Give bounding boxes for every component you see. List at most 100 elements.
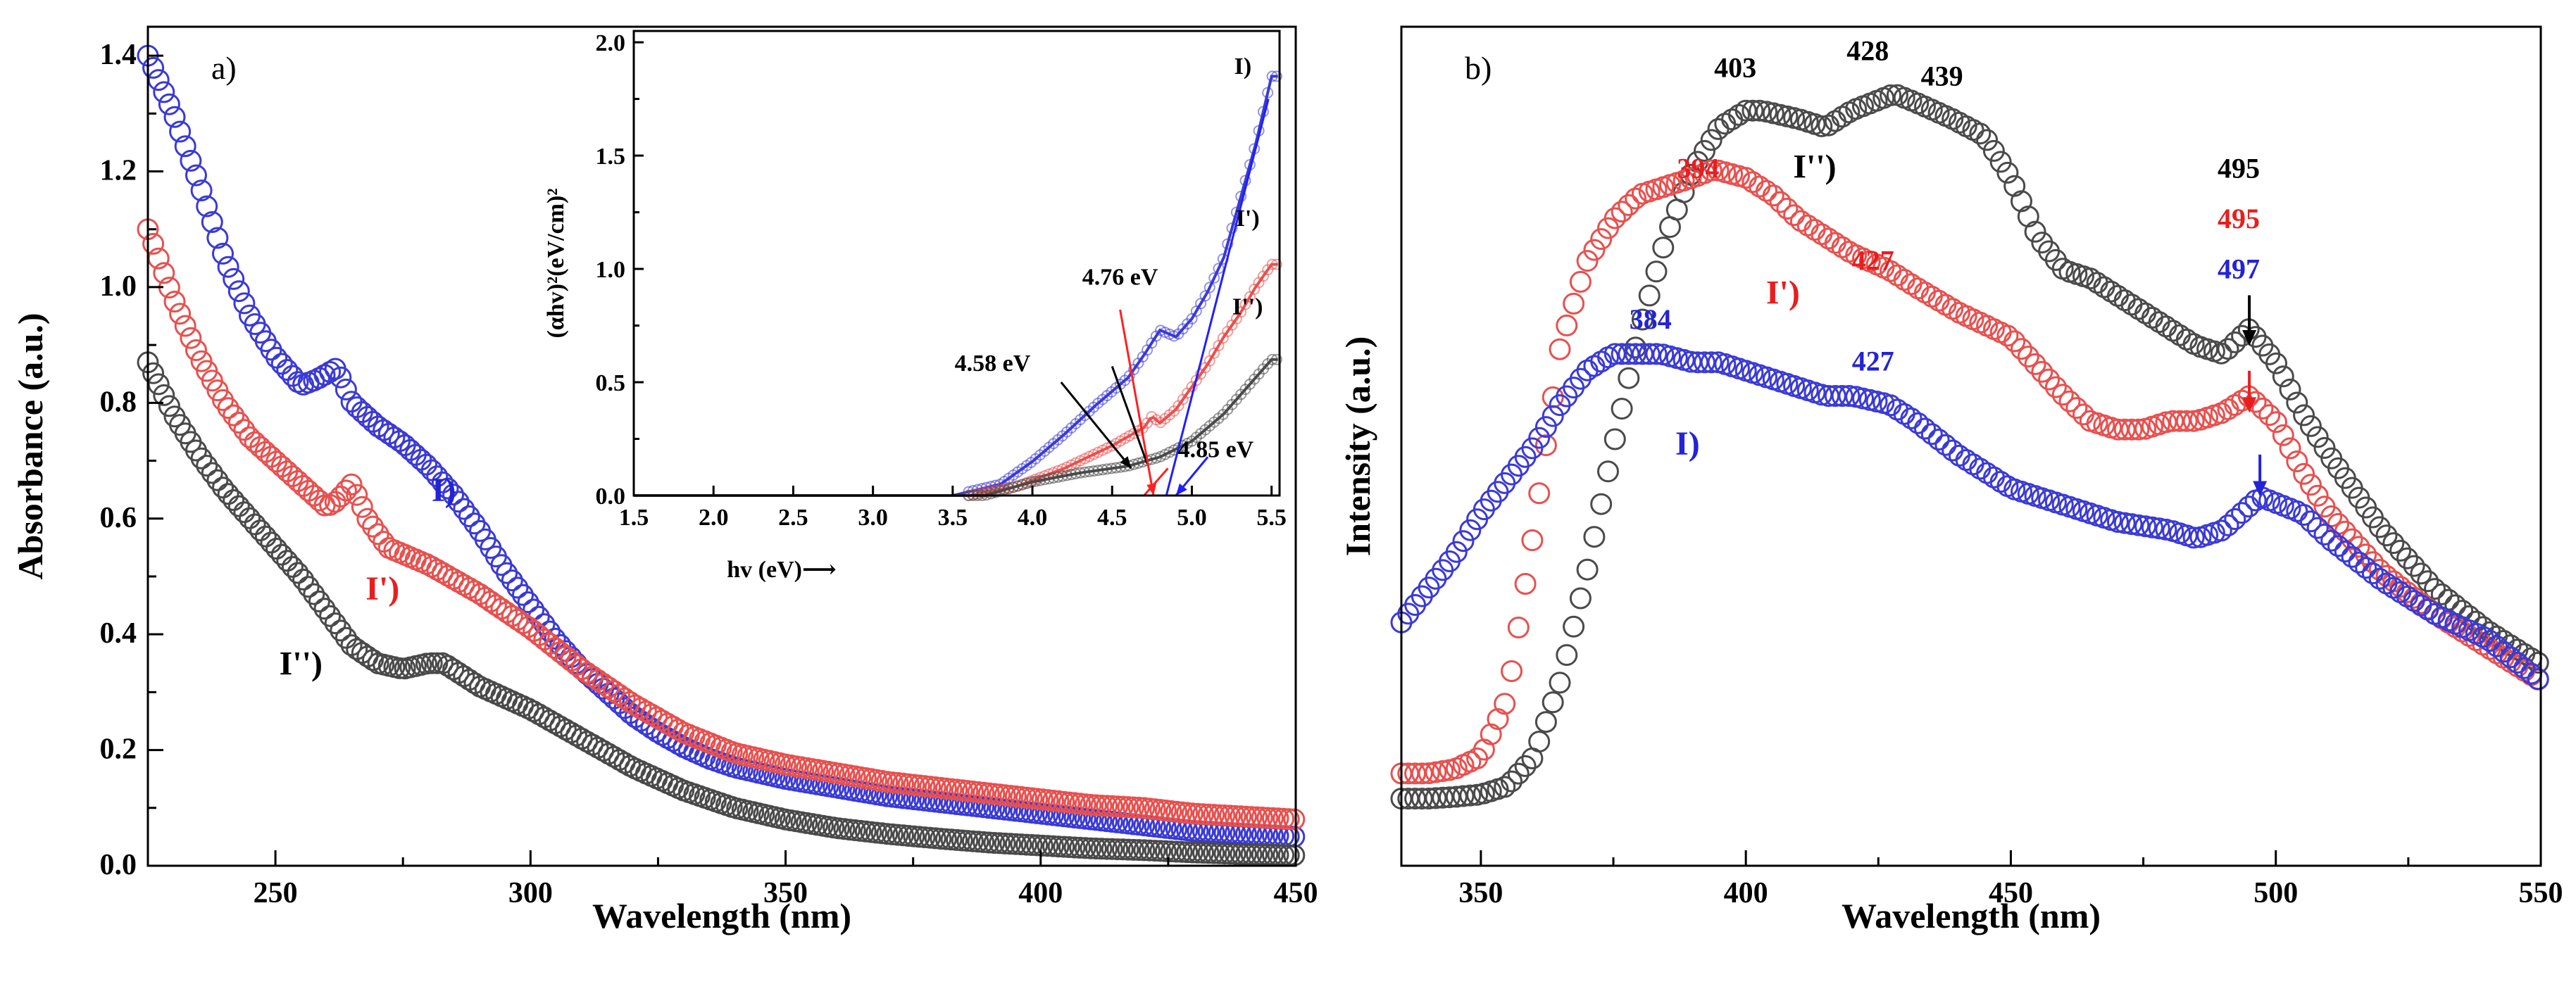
panel-a-series-1-point-66 — [490, 598, 513, 620]
inset-series-1-point-69 — [1270, 258, 1282, 270]
panel-b-series-2-point-65 — [1838, 385, 1861, 407]
panel-b-series-2-point-135 — [2320, 529, 2343, 552]
panel-b-series-2-point-77 — [1920, 423, 1943, 446]
inset-x-axis-title: hv (eV)⟶ — [727, 557, 836, 583]
panel-b-series-2-point-120 — [2217, 514, 2239, 536]
panel-a-series-2-point-194 — [1176, 841, 1199, 864]
panel-a-series-0-point-67 — [496, 562, 518, 584]
panel-a-series-2-point-1 — [142, 362, 165, 384]
panel-a-series-1-point-37 — [334, 479, 357, 502]
panel-a-y-tick-label-2: 0.4 — [100, 617, 137, 650]
panel-a-series-0-point-4 — [158, 93, 180, 115]
panel-a-curve-label-0: I) — [432, 472, 456, 509]
inset-y-tick-label-4: 2.0 — [596, 30, 626, 56]
panel-a-series-2-point-206 — [1240, 843, 1263, 866]
panel-a-series-1-point-9 — [185, 339, 207, 361]
panel-b-series-1-point-4 — [1418, 762, 1440, 785]
inset-plot-frame — [632, 30, 1281, 497]
inset-x-tick-label-8: 5.5 — [1256, 505, 1287, 531]
panel-b-series-0-point-84 — [1969, 122, 1992, 145]
panel-a-series-2-point-165 — [1020, 834, 1043, 856]
panel-a-plot-frame — [146, 25, 1297, 867]
panel-a-series-0-point-8 — [180, 149, 202, 172]
panel-b-series-0-point-28 — [1583, 526, 1606, 548]
panel-a-series-2-point-59 — [453, 665, 475, 688]
inset-annotation-2: 4.85 eV — [1178, 436, 1254, 462]
panel-a-series-2-point-16 — [223, 489, 245, 511]
panel-b-series-1-point-125 — [2251, 397, 2274, 420]
panel-b-series-2-point-76 — [1914, 417, 1936, 440]
panel-a-series-1-point-182 — [1111, 795, 1134, 818]
panel-a-series-1-point-17 — [227, 412, 250, 434]
inset-annotation-arrowhead-1 — [1120, 456, 1132, 469]
panel-a-series-2-point-36 — [330, 619, 352, 642]
panel-b-series-1-point-14 — [1487, 708, 1509, 731]
panel-b-series-0-point-37 — [1645, 260, 1668, 283]
panel-a-y-tick-label-7: 1.4 — [100, 39, 137, 71]
panel-a-series-2-point-3 — [153, 384, 175, 406]
panel-a-series-0-point-93 — [634, 713, 657, 736]
inset-x-tick-label-0: 1.5 — [619, 505, 649, 531]
panel-a-series-2-point-10 — [190, 447, 213, 469]
panel-a-series-2-point-179 — [1096, 838, 1118, 860]
panel-b-series-0-point-120 — [2217, 338, 2239, 360]
inset-series-2-point-69 — [1270, 353, 1282, 365]
panel-a-series-0-point-33 — [313, 364, 336, 386]
panel-a-series-0-point-18 — [233, 292, 256, 315]
panel-a-series-1-point-92 — [630, 697, 652, 719]
panel-b-series-2-point-162 — [2506, 652, 2529, 674]
panel-b-x-tick-label-1: 400 — [1724, 877, 1768, 909]
panel-a-series-2-point-177 — [1084, 838, 1107, 859]
panel-b-series-2-point-158 — [2479, 630, 2501, 652]
panel-a-series-2-point-167 — [1031, 834, 1053, 857]
inset-tangent-line-2 — [1143, 467, 1169, 496]
panel-a-series-2-point-171 — [1053, 835, 1075, 858]
panel-b-series-layer — [1390, 84, 2549, 810]
panel-a-series-2-point-87 — [603, 745, 625, 768]
panel-b-series-1-point-25 — [1563, 292, 1585, 315]
panel-a-series-2-point-185 — [1127, 839, 1150, 862]
panel-b-series-0-point-61 — [1811, 115, 1833, 137]
panel-b-series-1-point-15 — [1494, 693, 1516, 715]
panel-a-series-0-point-55 — [431, 471, 454, 493]
panel-a-ticks: 250 300 350 400 450 0.0 0.2 0.4 0.6 0.8 1.0 1.2 1.4 — [100, 39, 1318, 909]
panel-b-series-2-point-132 — [2299, 510, 2322, 533]
panel-b-series-2-point-161 — [2499, 646, 2522, 669]
panel-a-series-0-point-54 — [426, 465, 449, 488]
panel-b-series-0-point-147 — [2403, 555, 2425, 577]
panel-a-series-2-point-32 — [308, 591, 330, 612]
panel-b-series-1-point-55 — [1769, 191, 1792, 213]
panel-a-y-tick-label-4: 0.8 — [100, 386, 137, 418]
panel-a-series-2-point-13 — [206, 469, 229, 491]
panel-a-series-2-point-181 — [1106, 838, 1129, 861]
panel-a-series-2-point-161 — [999, 833, 1022, 855]
panel-b-x-tick-label-3: 500 — [2253, 877, 2298, 909]
panel-b-peak-label-9: 427 — [1852, 346, 1894, 377]
inset-x-tick-label-5: 4.0 — [1018, 505, 1048, 531]
inset-curve-label-2: I'') — [1232, 294, 1263, 320]
panel-a-series-1-point-55 — [431, 562, 454, 584]
inset-series-0-point-68 — [1266, 70, 1278, 82]
panel-b-peak-label-8: 384 — [1630, 303, 1672, 335]
panel-b-series-0-point-129 — [2279, 378, 2301, 400]
panel-a-curve-labels: I) I') I'') — [280, 472, 456, 683]
panel-a-series-0-point-53 — [420, 459, 443, 481]
inset-series-0-point-56 — [1213, 263, 1225, 275]
panel-a-x-tick-label-0: 250 — [254, 877, 298, 909]
panel-b-series-0-point-145 — [2389, 539, 2412, 562]
panel-b-series-2-point-160 — [2492, 641, 2515, 663]
panel-a-series-0-point-57 — [442, 484, 465, 506]
panel-a-series-2-point-76 — [544, 712, 566, 735]
panel-a-series-2-point-73 — [527, 703, 550, 726]
panel-a-series-0-point-71 — [517, 591, 539, 614]
panel-a-series-1-point-70 — [512, 612, 534, 635]
panel-a-y-tick-label-3: 0.6 — [100, 502, 137, 534]
panel-b-series-0-point-5 — [1425, 787, 1447, 809]
inset-series-0-point-55 — [1208, 272, 1220, 284]
panel-a-series-0-point-9 — [185, 164, 207, 187]
panel-a-series-2-point-18 — [233, 501, 256, 524]
panel-a-curve-label-2: I'') — [280, 645, 323, 683]
panel-a-series-1-point-85 — [592, 673, 615, 695]
panel-b-series-0-point-10 — [1459, 784, 1482, 807]
panel-b-series-0-point-151 — [2430, 583, 2453, 605]
